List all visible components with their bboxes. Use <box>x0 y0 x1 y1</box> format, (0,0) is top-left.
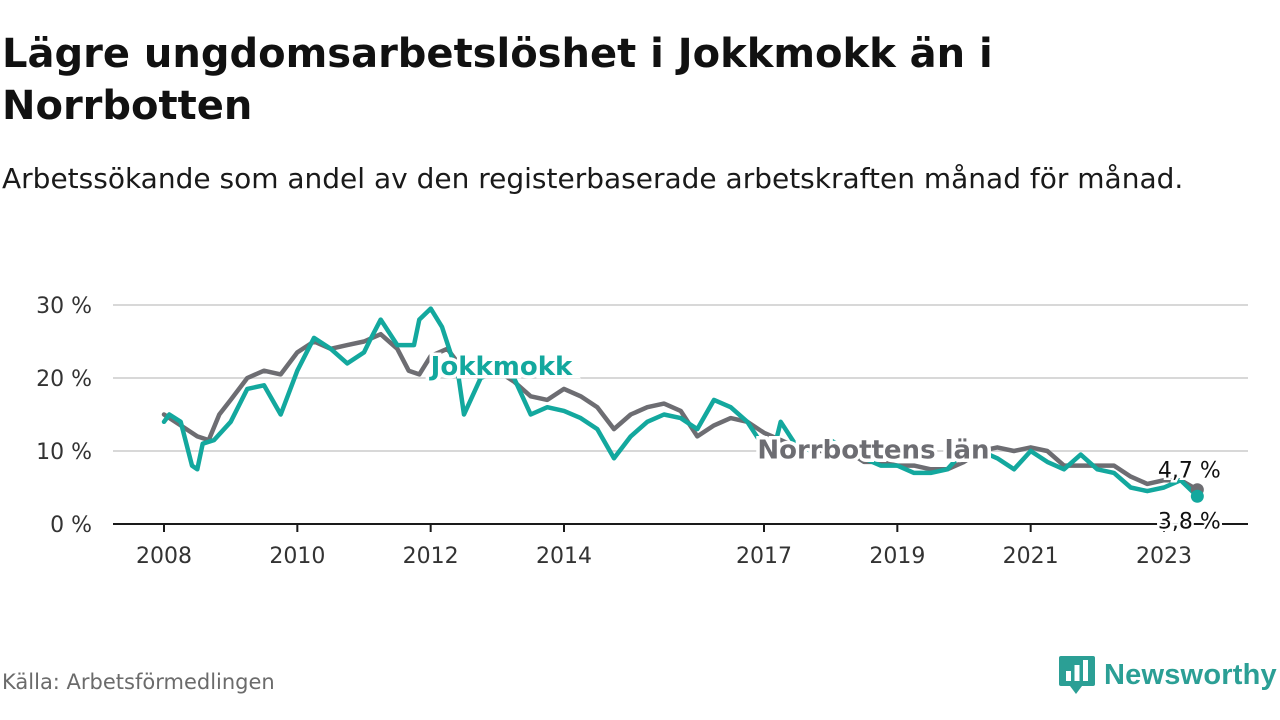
end-point-jokkmokk <box>1190 489 1204 503</box>
source-note: Källa: Arbetsförmedlingen <box>2 670 275 694</box>
annotation-jokkmokk: Jokkmokk <box>429 352 573 382</box>
end-label-norrbotten: 4,7 % <box>1158 459 1221 484</box>
line-chart: 0 % 10 % 20 % 30 % 2008 2010 2012 2014 2017 2019 2… <box>36 294 1248 569</box>
x-tick-label: 2012 <box>403 544 459 569</box>
newsworthy-logo-icon <box>1059 656 1095 694</box>
series-line-jokkmokk <box>161 306 1200 499</box>
newsworthy-logo-text: Newsworthy <box>1104 658 1277 691</box>
chart-title: Lägre ungdomsarbetslöshet i Jokkmokk än … <box>2 31 993 129</box>
x-tick-label: 2008 <box>136 544 192 569</box>
x-tick-label: 2010 <box>269 544 325 569</box>
chart-subtitle: Arbetssökande som andel av den registerb… <box>2 162 1184 195</box>
y-tick-label: 20 % <box>36 367 92 392</box>
x-tick-label: 2021 <box>1003 544 1059 569</box>
x-tick-label: 2014 <box>536 544 592 569</box>
y-tick-label: 0 % <box>50 513 92 538</box>
newsworthy-logo: Newsworthy <box>1058 654 1277 696</box>
y-tick-label: 10 % <box>36 440 92 465</box>
x-tick-label: 2019 <box>869 544 925 569</box>
annotation-norrbotten: Norrbottens län <box>757 435 989 465</box>
x-tick-label: 2023 <box>1136 544 1192 569</box>
x-tick-label: 2017 <box>736 544 792 569</box>
series-line-norrbotten <box>161 331 1200 492</box>
end-label-jokkmokk: 3,8 % <box>1158 509 1221 534</box>
y-tick-label: 30 % <box>36 294 92 319</box>
